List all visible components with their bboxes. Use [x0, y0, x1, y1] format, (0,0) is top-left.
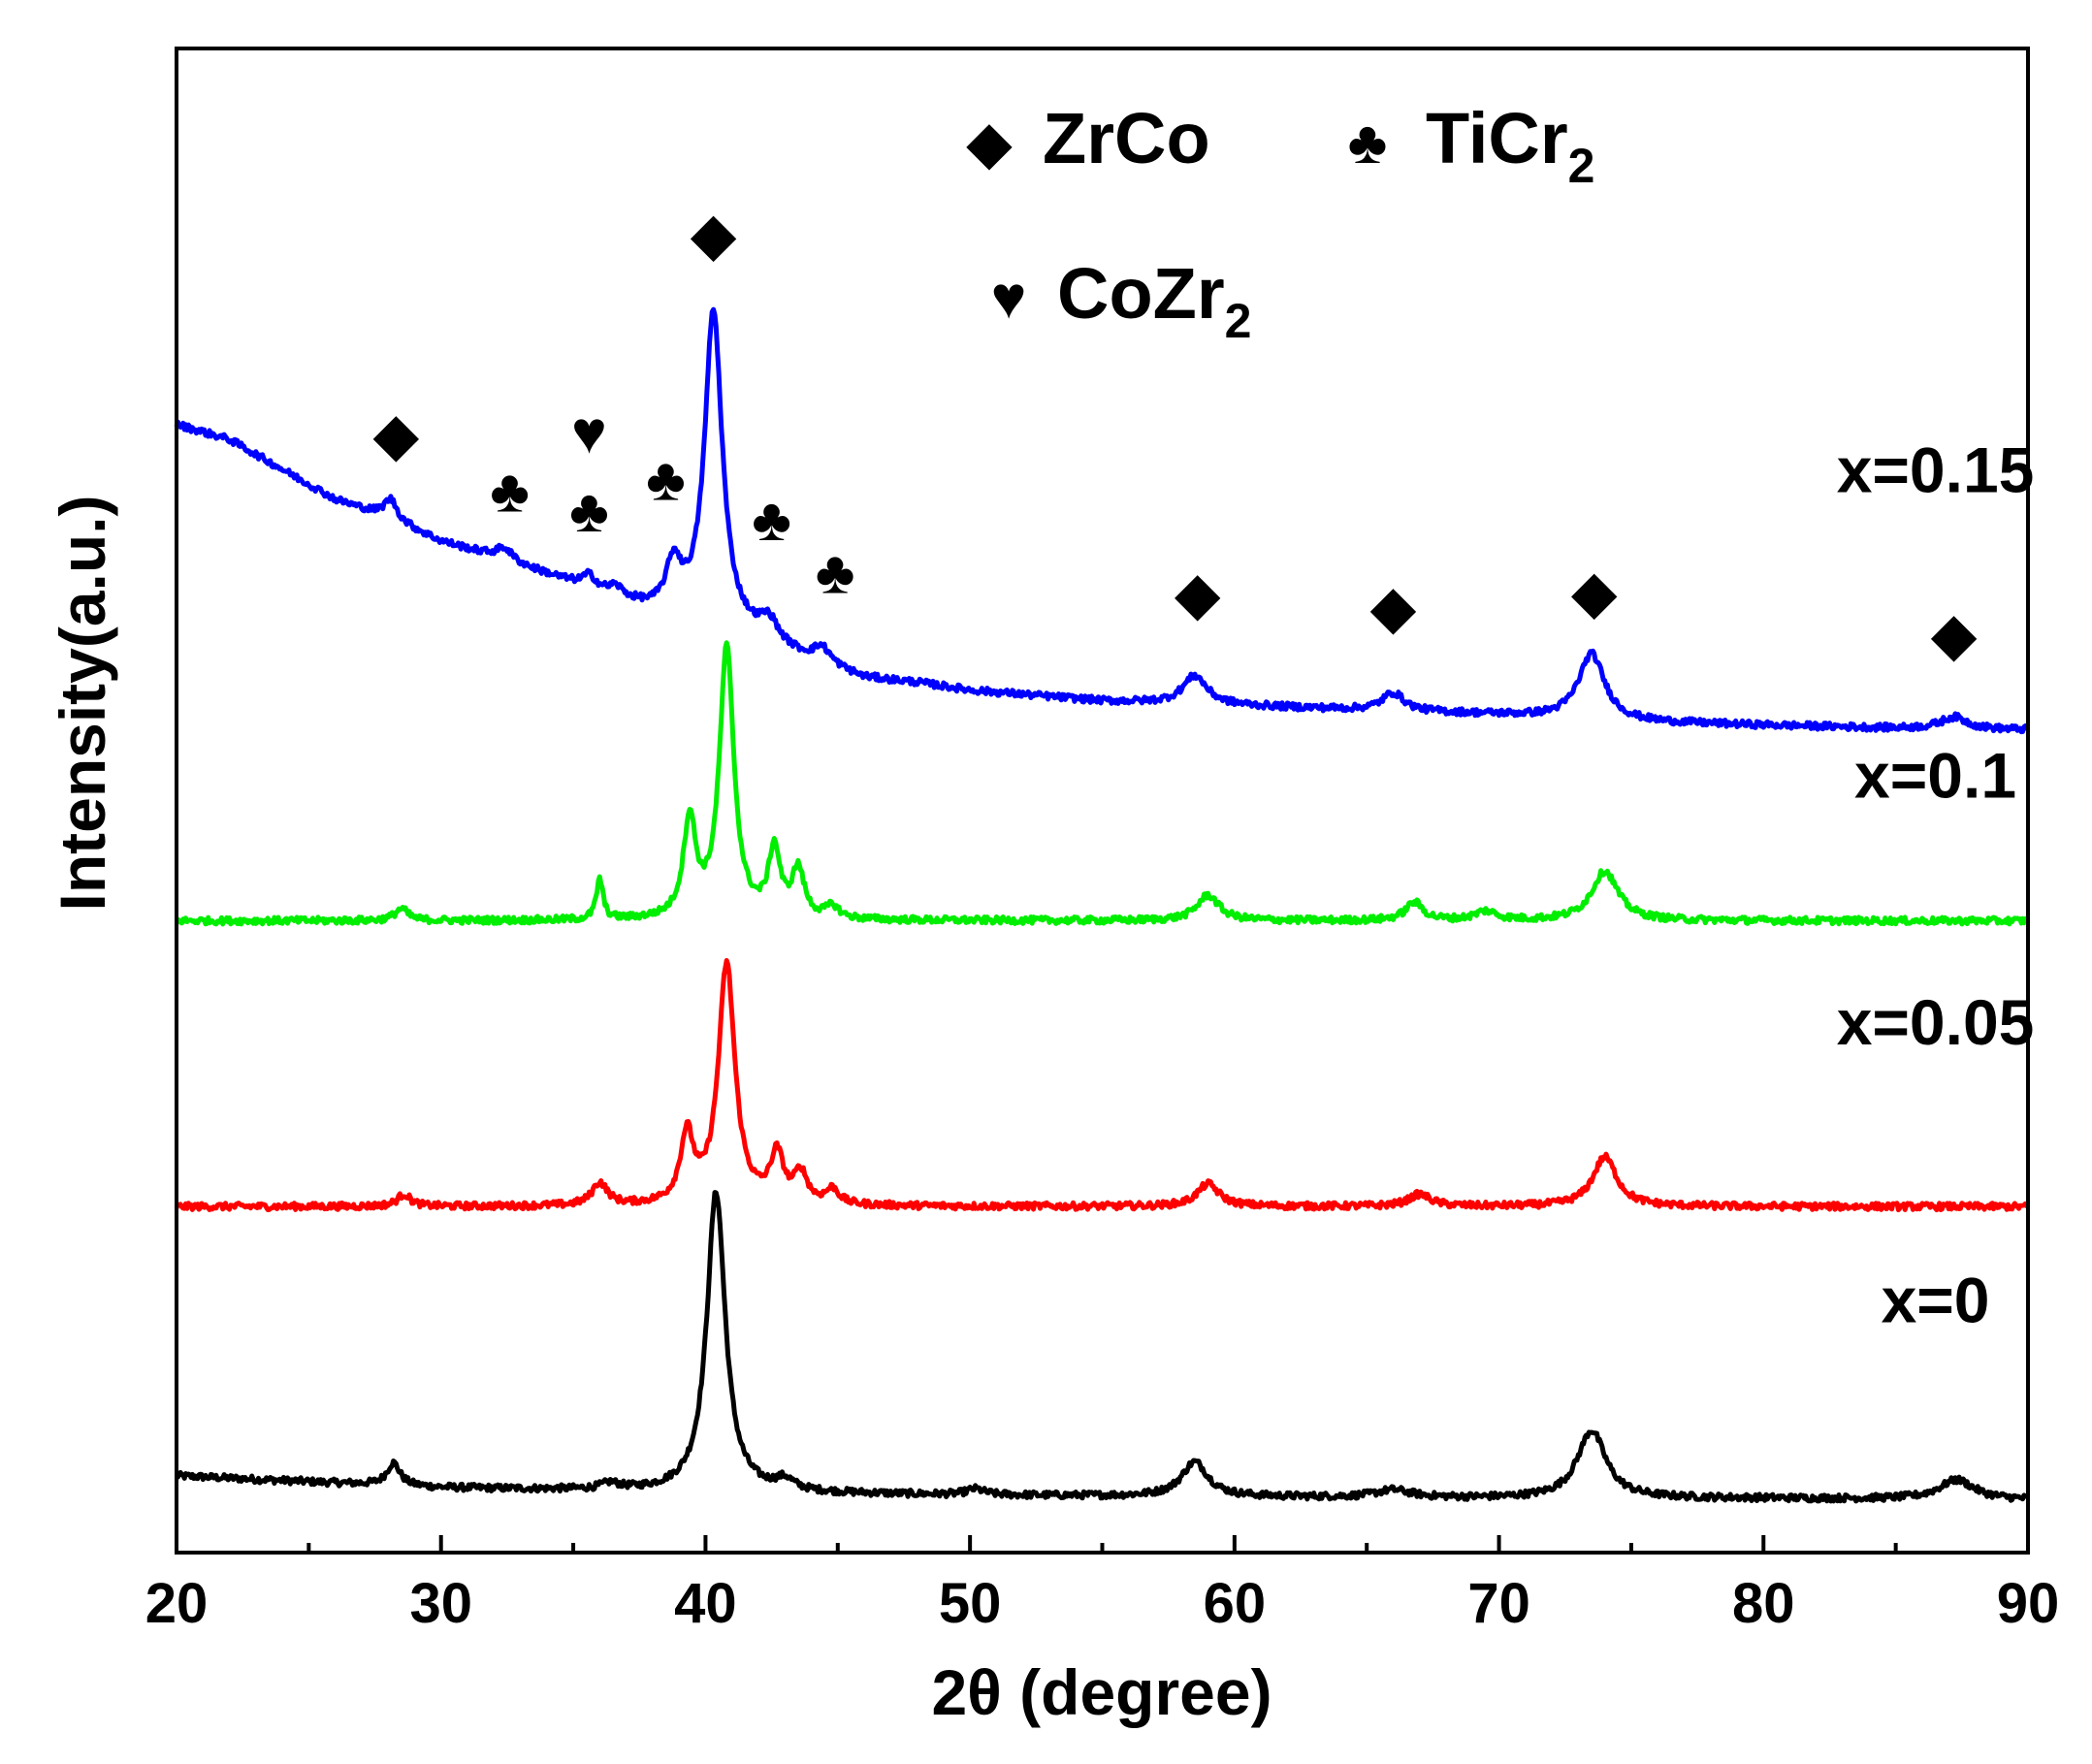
peak-marker-diamond-58-6: ◆	[1175, 561, 1221, 627]
series-curves	[174, 306, 2031, 1504]
x-tick-label-80: 80	[1732, 1572, 1795, 1635]
peak-marker-diamond-87-2: ◆	[1931, 601, 1978, 668]
peak-marker-diamond-66: ◆	[1370, 574, 1417, 641]
peak-markers: ◆ ♣ ♥ ♣ ♣ ◆ ♣ ♣ ◆ ◆ ◆ ◆	[373, 201, 1978, 668]
legend-symbol-diamond: ◆	[966, 110, 1013, 176]
peak-marker-club-44-9: ♣	[816, 539, 855, 606]
series-line-x-0-15	[174, 306, 2030, 735]
peak-marker-heart-35-6: ♥	[571, 400, 607, 466]
series-label-x-0-1: x=0.1	[1854, 739, 2016, 811]
peak-marker-diamond-73-6: ◆	[1571, 560, 1618, 626]
peak-marker-diamond-40-3: ◆	[691, 201, 737, 268]
x-tick-label-50: 50	[939, 1572, 1002, 1635]
series-label-x-0-05: x=0.05	[1837, 986, 2035, 1058]
peak-marker-club-42-5: ♣	[752, 487, 791, 554]
peak-marker-club-32-6: ♣	[490, 459, 530, 526]
legend-symbol-club: ♣	[1348, 110, 1388, 176]
y-axis-title: Intensity(a.u.)	[47, 495, 118, 911]
series-label-x-0: x=0	[1882, 1265, 1990, 1336]
peak-marker-club-38-5: ♣	[646, 446, 686, 513]
legend-subscript: 2	[1225, 294, 1252, 348]
phase-legend: ◆ ZrCo ♣ TiCr2 ♥ CoZr2	[966, 98, 1594, 348]
series-line-x-0-05	[174, 957, 2030, 1213]
series-line-x-0	[174, 1190, 2030, 1504]
x-tick-label-60: 60	[1204, 1572, 1267, 1635]
x-tick-label-20: 20	[145, 1572, 209, 1635]
plot-frame	[175, 47, 2030, 1555]
peak-marker-club-35-6: ♣	[569, 478, 609, 545]
series-labels: x=0.15 x=0.1 x=0.05 x=0	[1837, 434, 2035, 1336]
legend-label-cozr2: CoZr2	[1057, 253, 1251, 348]
legend-subscript: 2	[1568, 139, 1595, 193]
x-tick-label-70: 70	[1467, 1572, 1530, 1635]
series-label-x-0-15: x=0.15	[1837, 434, 2035, 506]
x-tick-label-30: 30	[409, 1572, 472, 1635]
x-tick-label-90: 90	[1997, 1572, 2060, 1635]
legend-label-ticr2: TiCr2	[1426, 98, 1594, 193]
x-tick-label-40: 40	[674, 1572, 737, 1635]
x-tick-labels: 20 30 40 50 60 70 80 90	[145, 1572, 2060, 1635]
legend-label-zrco: ZrCo	[1043, 98, 1210, 178]
x-axis-title: 2θ (degree)	[931, 1656, 1271, 1728]
legend-symbol-heart: ♥	[991, 265, 1027, 332]
series-line-x-0-1	[175, 640, 2031, 927]
peak-marker-diamond-28-3: ◆	[373, 401, 420, 468]
